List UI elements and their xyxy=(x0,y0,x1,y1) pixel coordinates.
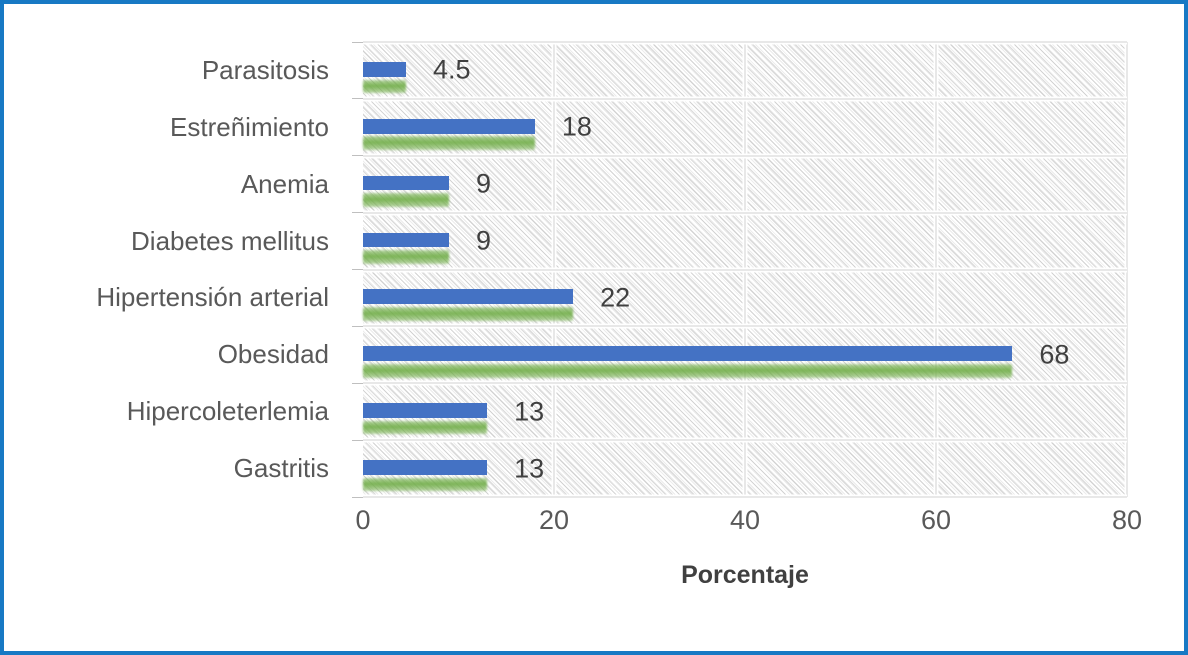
bar xyxy=(363,289,574,305)
y-axis-tick xyxy=(352,269,363,270)
gridline-horizontal xyxy=(363,39,1127,45)
bar-shadow xyxy=(363,363,1013,378)
y-axis-tick xyxy=(352,212,363,214)
bar xyxy=(363,232,449,248)
bar-shadow xyxy=(363,307,574,321)
bar-row: 13 xyxy=(363,440,1127,497)
x-tick-label: 40 xyxy=(729,505,761,535)
y-axis-tick xyxy=(352,155,363,157)
bar xyxy=(363,403,488,418)
bar-shadow xyxy=(363,193,449,207)
value-label: 13 xyxy=(514,396,545,427)
category-label: Estreñimiento xyxy=(170,111,329,142)
gridline-horizontal xyxy=(363,437,1127,443)
value-label: 68 xyxy=(1039,339,1070,370)
value-label: 4.5 xyxy=(432,54,471,85)
x-axis-title: Porcentaje xyxy=(681,561,809,589)
category-label: Hipercoleterlemia xyxy=(126,396,329,427)
category-label: Anemia xyxy=(240,168,329,199)
gridline-horizontal xyxy=(363,96,1127,102)
bar xyxy=(363,61,406,77)
gridline-horizontal xyxy=(363,210,1127,216)
bar-row: 4.5 xyxy=(363,42,1127,99)
value-label: 22 xyxy=(600,282,631,313)
bar-row: 9 xyxy=(363,156,1127,213)
value-label: 9 xyxy=(475,168,491,199)
gridline-horizontal xyxy=(363,494,1127,500)
category-label: Hipertensión arterial xyxy=(96,282,329,313)
bar-row: 22 xyxy=(363,270,1127,327)
y-axis-tick xyxy=(352,41,363,43)
gridline-horizontal xyxy=(363,323,1127,329)
bar-row: 9 xyxy=(363,213,1127,270)
bar-shadow xyxy=(363,250,449,264)
x-tick-label: 20 xyxy=(538,505,570,535)
bar-shadow xyxy=(363,477,488,492)
y-axis-tick xyxy=(352,382,363,384)
gridline-horizontal xyxy=(363,267,1127,272)
category-label: Obesidad xyxy=(217,339,329,370)
gridline-vertical xyxy=(1124,42,1130,497)
value-label: 13 xyxy=(514,453,545,484)
y-axis-tick xyxy=(352,98,363,100)
y-axis-tick xyxy=(352,439,363,441)
category-label: Diabetes mellitus xyxy=(131,225,329,256)
category-label: Gastritis xyxy=(233,453,329,484)
bar-row: 18 xyxy=(363,99,1127,156)
bar-shadow xyxy=(363,79,406,94)
value-axis: 0 20 40 60 80 xyxy=(355,505,1142,541)
y-axis-tick xyxy=(352,496,363,498)
bar-shadow xyxy=(363,420,488,435)
bar-row: 13 xyxy=(363,383,1127,440)
category-label: Parasitosis xyxy=(201,54,329,85)
x-tick-label: 80 xyxy=(1111,505,1143,535)
bar-rows: 4.5 18 9 9 22 68 13 13 xyxy=(363,42,1127,497)
gridline-horizontal xyxy=(363,153,1127,159)
category-axis: Parasitosis Estreñimiento Anemia Diabetes m… xyxy=(4,42,345,497)
value-label: 18 xyxy=(561,111,592,142)
bar xyxy=(363,346,1013,362)
bar xyxy=(363,175,449,191)
value-label: 9 xyxy=(475,225,491,256)
x-tick-label: 0 xyxy=(355,505,371,535)
bar-row: 68 xyxy=(363,326,1127,383)
bar xyxy=(363,118,535,134)
y-axis-tick xyxy=(352,325,363,327)
gridline-horizontal xyxy=(363,380,1127,386)
bar-shadow xyxy=(363,136,535,151)
plot-area: 4.5 18 9 9 22 68 13 13 xyxy=(352,39,1130,500)
bar xyxy=(363,460,488,475)
x-tick-label: 60 xyxy=(920,505,952,535)
